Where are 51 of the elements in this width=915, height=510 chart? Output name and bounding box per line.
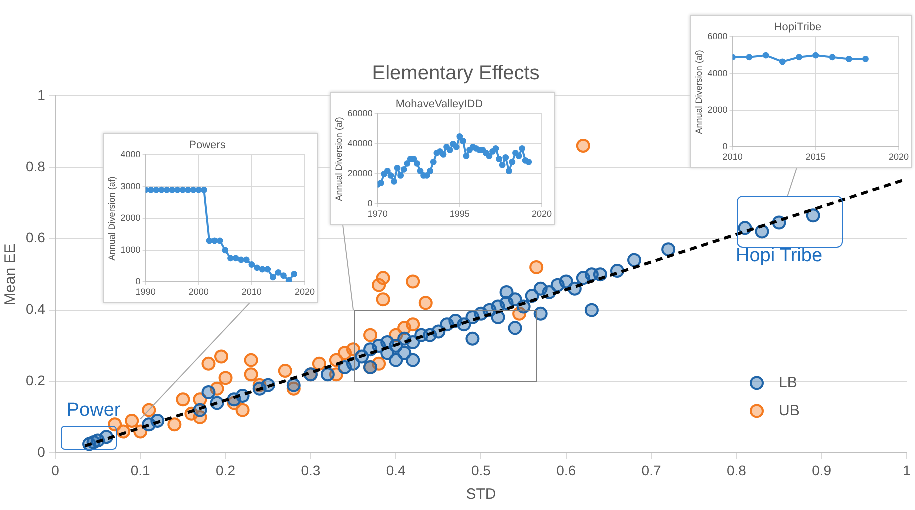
annotation: Power: [66, 400, 122, 422]
x-tick-label: 2020: [294, 287, 316, 298]
y-tick-label: 40000: [348, 138, 373, 149]
chart-title: HopiTribe: [774, 22, 822, 34]
y-tick-label: 2000: [708, 105, 728, 116]
y-tick-label: 3000: [120, 181, 141, 192]
x-tick-label: 2020: [888, 152, 910, 162]
y-tick-label: 60000: [348, 108, 373, 119]
x-tick-label: 0.6: [556, 462, 576, 478]
chart-title: MohaveValleyIDD: [396, 98, 484, 111]
x-tick-label: 0.5: [471, 462, 492, 478]
x-tick-label: 0.4: [386, 462, 406, 478]
x-tick-label: 0.8: [726, 462, 747, 478]
legend-label: LB: [779, 374, 798, 392]
x-tick-label: 1995: [450, 209, 470, 220]
x-tick-label: 2020: [532, 209, 552, 220]
x-tick-label: 2010: [722, 152, 743, 162]
y-tick-label: 0: [136, 276, 141, 287]
x-tick-label: 0.1: [130, 462, 151, 478]
x-tick-label: 1990: [136, 287, 156, 298]
y-tick-label: 20000: [348, 168, 373, 179]
y-tick-label: 1: [38, 86, 46, 103]
y-tick-label: 1000: [120, 244, 141, 255]
y-tick-label: 0.4: [26, 301, 46, 318]
x-axis-title: STD: [466, 486, 496, 504]
chart-title: Powers: [189, 140, 226, 152]
y-tick-label: 4000: [120, 150, 141, 160]
y-tick-label: 6000: [708, 32, 728, 42]
y-axis-title: Annual Diversion (af): [334, 117, 344, 202]
x-tick-label: 1: [903, 462, 912, 478]
x-tick-label: 2015: [806, 152, 826, 162]
y-tick-label: 0: [722, 142, 728, 152]
x-tick-label: 0.2: [216, 462, 236, 478]
y-tick-label: 0.2: [26, 372, 46, 389]
y-axis-title: Annual Diversion (af): [106, 176, 117, 261]
y-tick-label: 0: [38, 444, 46, 460]
y-tick-label: 0.6: [26, 230, 46, 246]
x-tick-label: 0.7: [642, 462, 662, 478]
y-axis-title: Annual Diversion (af): [694, 50, 704, 134]
x-tick-label: 2000: [188, 287, 209, 298]
x-tick-label: 0.3: [301, 462, 321, 478]
chart-title: Elementary Effects: [372, 62, 540, 85]
x-tick-label: 2010: [242, 287, 262, 298]
x-tick-label: 1970: [368, 209, 388, 220]
annotation: Hopi Tribe: [736, 245, 823, 266]
x-tick-label: 0.9: [812, 462, 832, 478]
x-tick-label: 0: [52, 462, 60, 478]
legend-label: UB: [779, 402, 800, 420]
y-tick-label: 4000: [708, 68, 728, 78]
y-tick-label: 0: [368, 198, 373, 209]
y-axis-title: Mean EE: [2, 244, 20, 306]
